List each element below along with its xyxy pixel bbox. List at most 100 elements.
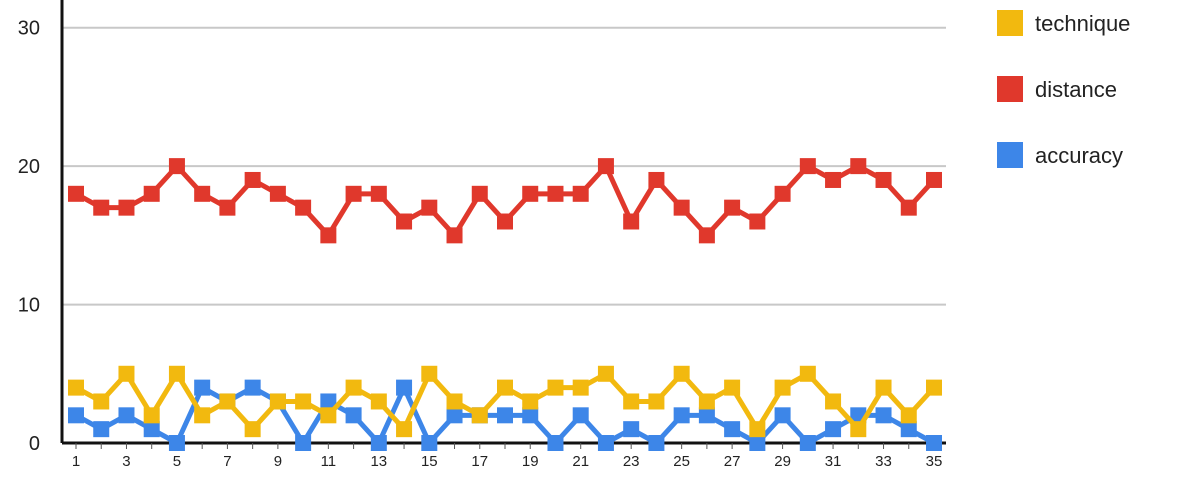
accuracy-point (724, 421, 741, 438)
technique-point (673, 365, 690, 382)
technique-point (194, 407, 211, 424)
legend: technique distance accuracy (997, 10, 1130, 168)
technique-point (370, 393, 387, 410)
legend-label: accuracy (1035, 143, 1123, 168)
distance-point (799, 158, 816, 175)
accuracy-point (799, 435, 816, 451)
distance-point (295, 199, 312, 216)
distance-point (673, 199, 690, 216)
legend-swatch (997, 142, 1023, 168)
x-tick-label: 35 (926, 453, 943, 470)
accuracy-point (597, 435, 614, 451)
legend-item-technique: technique (997, 10, 1130, 36)
x-tick-label: 9 (274, 453, 282, 470)
technique-point (623, 393, 640, 410)
technique-point (320, 407, 337, 424)
accuracy-point (497, 407, 513, 424)
accuracy-point (421, 435, 438, 451)
technique-point (900, 407, 917, 424)
accuracy-point (774, 407, 791, 424)
distance-point (900, 199, 917, 216)
accuracy-point (68, 407, 84, 424)
accuracy-point (446, 407, 463, 424)
legend-label: distance (1035, 77, 1117, 102)
technique-point (774, 379, 791, 396)
accuracy-point (295, 435, 312, 451)
distance-point (724, 199, 741, 216)
y-tick-label: 0 (29, 433, 40, 455)
y-tick-labels: 0 10 20 30 (18, 18, 40, 455)
distance-point (749, 213, 766, 230)
accuracy-point (93, 421, 110, 438)
technique-point (446, 393, 463, 410)
technique-point (522, 393, 539, 410)
technique-point (269, 393, 286, 410)
technique-point (724, 379, 741, 396)
x-tick-label: 23 (623, 453, 640, 470)
technique-point (168, 365, 185, 382)
distance-point (244, 171, 261, 188)
distance-point (320, 227, 337, 244)
accuracy-point (118, 407, 135, 424)
technique-point (421, 365, 438, 382)
distance-point (143, 185, 160, 202)
x-tick-label: 5 (173, 453, 181, 470)
accuracy-point (194, 379, 211, 396)
distance-point (522, 185, 539, 202)
accuracy-point (623, 421, 640, 438)
distance-point (497, 213, 513, 230)
technique-point (572, 379, 589, 396)
distance-point (168, 158, 185, 175)
x-tick-labels: 1 3 5 7 9 11 13 15 17 19 21 23 25 27 29 31 33 35 (72, 443, 943, 470)
x-tick-label: 33 (875, 453, 892, 470)
technique-point (244, 421, 261, 438)
x-tick-label: 11 (321, 453, 337, 470)
distance-point (194, 185, 211, 202)
technique-point (497, 379, 513, 396)
accuracy-point (396, 379, 413, 396)
accuracy-point (143, 421, 160, 438)
distance-point (875, 171, 892, 188)
y-tick-label: 30 (18, 18, 40, 40)
technique-point (825, 393, 842, 410)
technique-point (471, 407, 488, 424)
technique-point (295, 393, 312, 410)
legend-label: technique (1035, 11, 1130, 36)
distance-point (825, 171, 842, 188)
distance-point (572, 185, 589, 202)
technique-point (926, 379, 942, 396)
distance-point (345, 185, 362, 202)
accuracy-point (370, 435, 387, 451)
distance-point (547, 185, 564, 202)
technique-point (698, 393, 715, 410)
x-tick-label: 27 (724, 453, 741, 470)
technique-point (648, 393, 665, 410)
y-tick-label: 20 (18, 156, 40, 178)
accuracy-point (673, 407, 690, 424)
accuracy-point (345, 407, 362, 424)
x-tick-label: 31 (825, 453, 842, 470)
x-tick-label: 15 (421, 453, 438, 470)
distance-point (597, 158, 614, 175)
distance-point (774, 185, 791, 202)
technique-point (396, 421, 413, 438)
distance-point (118, 199, 135, 216)
accuracy-point (698, 407, 715, 424)
gridlines (62, 26, 946, 306)
x-tick-label: 21 (572, 453, 589, 470)
accuracy-point (522, 407, 539, 424)
accuracy-point (749, 435, 766, 451)
accuracy-point (320, 393, 337, 410)
distance-point (850, 158, 867, 175)
technique-point (219, 393, 236, 410)
distance-point (68, 185, 84, 202)
y-tick-label: 10 (18, 295, 40, 317)
series (68, 158, 942, 451)
distance-point (396, 213, 413, 230)
legend-item-accuracy: accuracy (997, 142, 1123, 168)
accuracy-point (875, 407, 892, 424)
technique-point (345, 379, 362, 396)
technique-point (749, 421, 766, 438)
